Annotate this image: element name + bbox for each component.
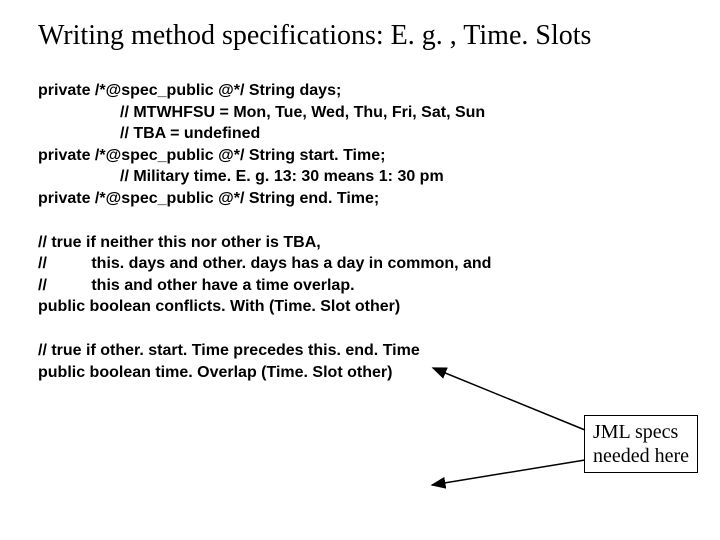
code-line: // true if other. start. Time precedes t… — [38, 340, 682, 362]
code-line: // true if neither this nor other is TBA… — [38, 232, 682, 254]
code-line: // this. days and other. days has a day … — [38, 253, 682, 275]
annotation-callout: JML specs needed here — [584, 415, 698, 473]
slide-title: Writing method specifications: E. g. , T… — [38, 20, 682, 52]
annotation-line: needed here — [593, 444, 689, 468]
annotation-line: JML specs — [593, 420, 689, 444]
code-line: // TBA = undefined — [38, 123, 682, 145]
code-line: private /*@spec_public @*/ String start.… — [38, 145, 682, 167]
slide-container: Writing method specifications: E. g. , T… — [0, 0, 720, 425]
code-line: // Military time. E. g. 13: 30 means 1: … — [38, 166, 682, 188]
arrow-to-overlap — [432, 460, 585, 485]
code-line: public boolean time. Overlap (Time. Slot… — [38, 362, 682, 384]
method-time-overlap: // true if other. start. Time precedes t… — [38, 340, 682, 383]
field-declarations: private /*@spec_public @*/ String days; … — [38, 80, 682, 210]
code-line: private /*@spec_public @*/ String end. T… — [38, 188, 682, 210]
code-line: // this and other have a time overlap. — [38, 275, 682, 297]
method-conflicts-with: // true if neither this nor other is TBA… — [38, 232, 682, 318]
code-line: // MTWHFSU = Mon, Tue, Wed, Thu, Fri, Sa… — [38, 102, 682, 124]
code-line: private /*@spec_public @*/ String days; — [38, 80, 682, 102]
code-line: public boolean conflicts. With (Time. Sl… — [38, 296, 682, 318]
